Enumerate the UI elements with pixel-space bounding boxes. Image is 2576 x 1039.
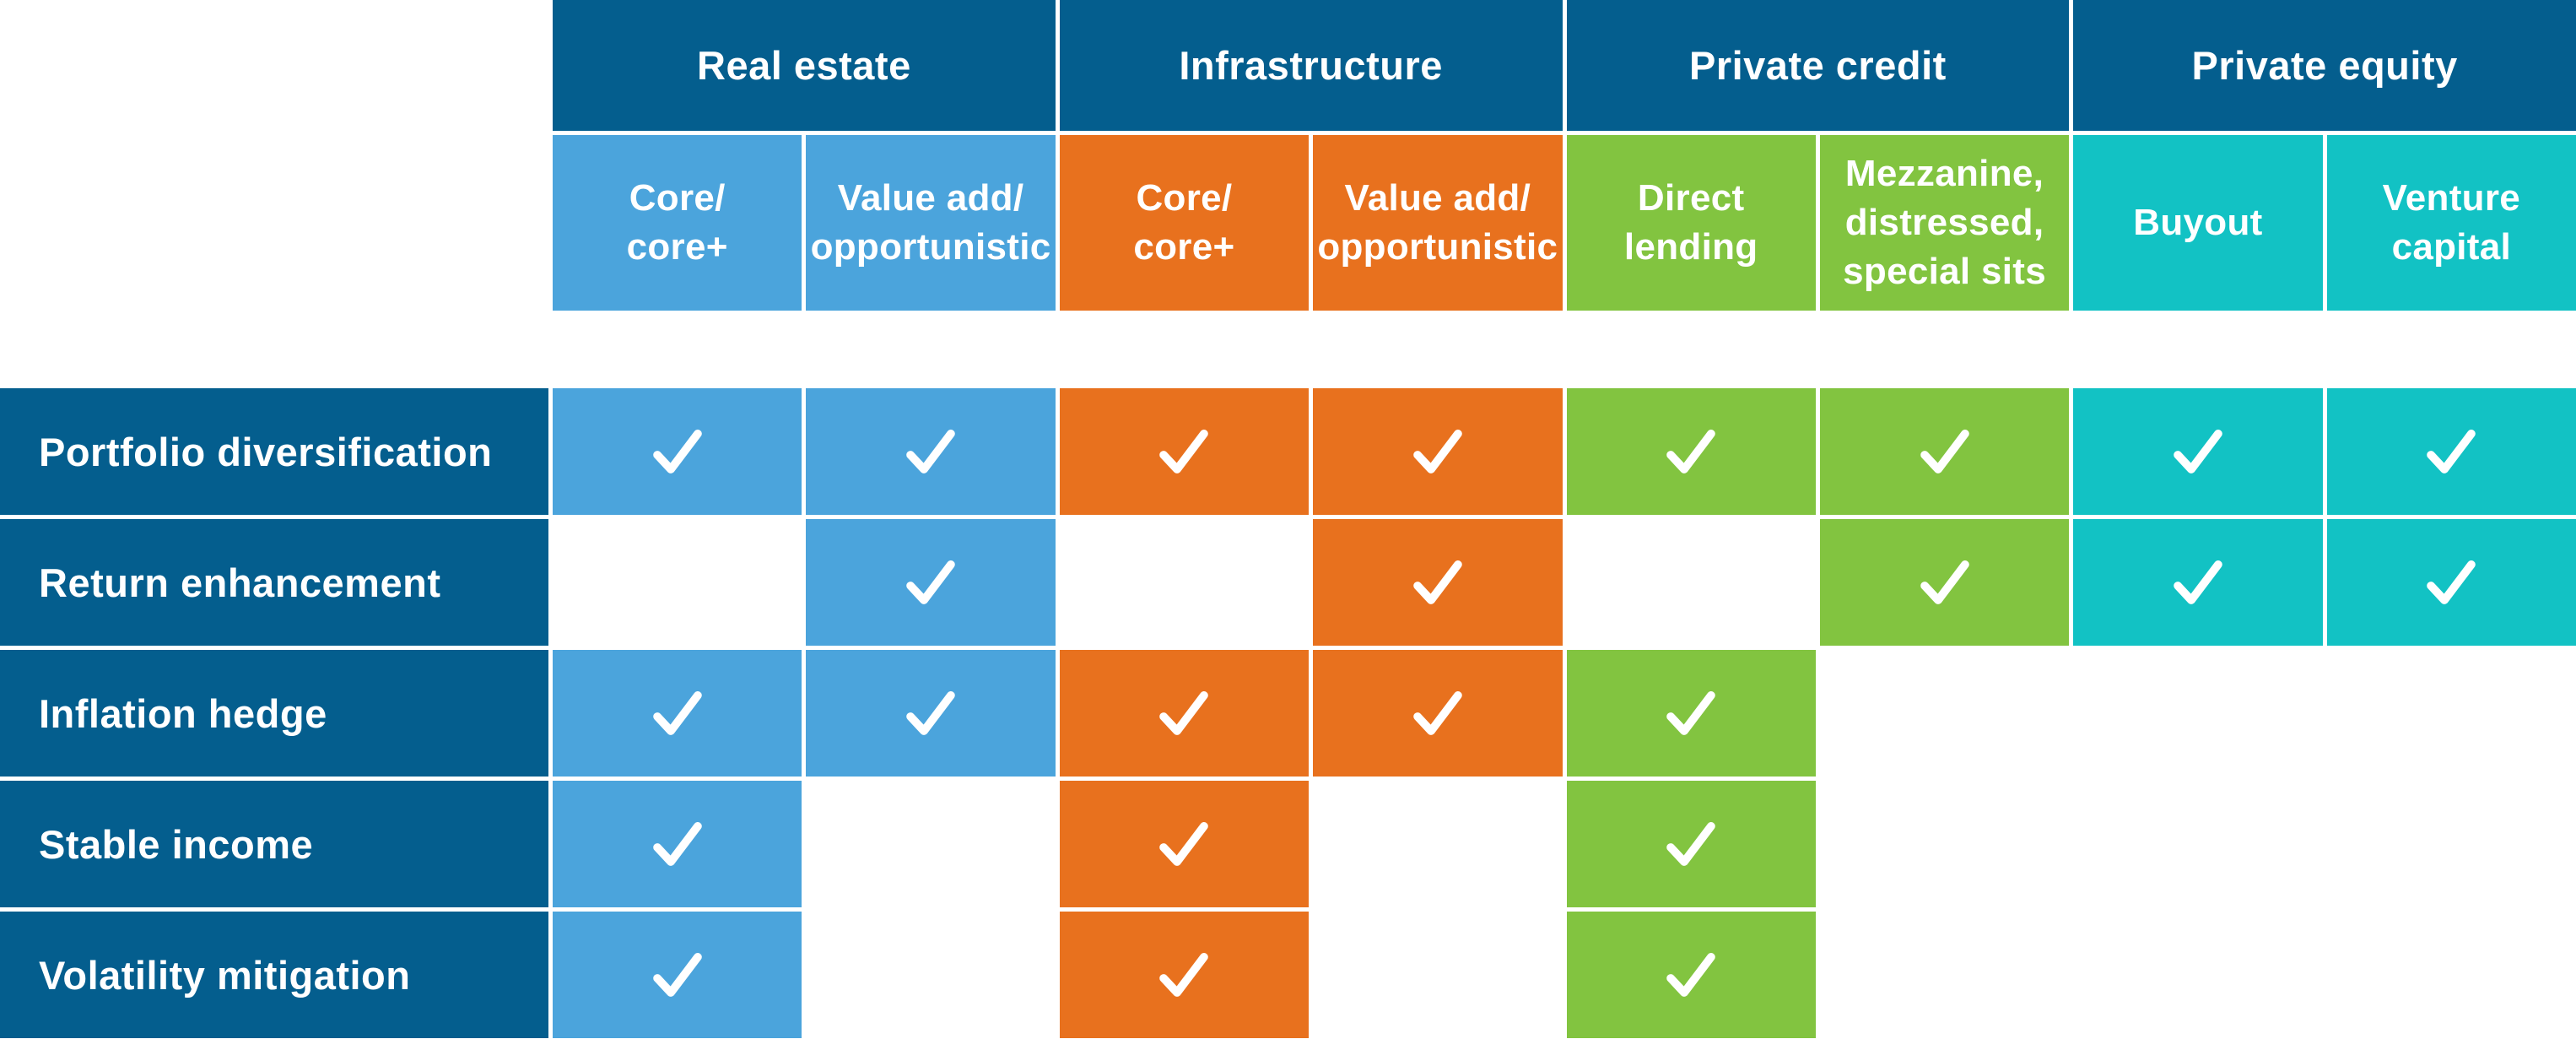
matrix-cell-empty-return-enhancement-direct-lending [1567,519,1816,646]
row-label-stable-income: Stable income [0,781,548,907]
matrix-cell-checked-stable-income-real-estate-core-core-plus [553,781,802,907]
sub-header-buyout: Buyout [2073,135,2323,311]
check-icon [652,690,702,735]
check-icon [652,429,702,474]
group-header-private-credit: Private credit [1566,0,2070,131]
row-label-volatility-mitigation: Volatility mitigation [0,912,548,1038]
matrix-cell-empty-stable-income-buyout [2073,781,2322,907]
check-icon [1920,429,1969,474]
matrix-cell-checked-portfolio-diversification-mezzanine-distressed-special-sits [1819,388,2070,515]
matrix-cell-empty-return-enhancement-real-estate-core-core-plus [553,519,802,646]
check-icon [1666,952,1715,997]
matrix-cell-empty-stable-income-infrastructure-value-add-opportunistic [1313,781,1562,907]
sub-header-real-estate-core-core-plus: Core/ core+ [553,135,802,311]
matrix-cell-checked-portfolio-diversification-real-estate-core-core-plus [553,388,802,515]
check-icon [1159,690,1209,735]
check-icon [906,560,955,604]
matrix-cell-checked-return-enhancement-mezzanine-distressed-special-sits [1819,519,2070,646]
matrix-cell-checked-portfolio-diversification-infrastructure-value-add-opportunistic [1313,388,1563,515]
corner-spacer [0,135,548,311]
group-header-real-estate: Real estate [553,0,1056,131]
check-icon [1666,821,1715,866]
matrix-cell-checked-inflation-hedge-direct-lending [1566,650,1816,777]
matrix-cell-checked-stable-income-infrastructure-core-core-plus [1059,781,1310,907]
matrix-cell-checked-volatility-mitigation-direct-lending [1566,912,1816,1038]
matrix-cell-checked-inflation-hedge-infrastructure-core-core-plus [1059,650,1310,777]
check-icon [1413,429,1462,474]
check-icon [906,429,955,474]
check-icon [1413,690,1462,735]
sub-header-infrastructure-core-core-plus: Core/ core+ [1059,135,1310,311]
matrix-cell-checked-portfolio-diversification-real-estate-value-add-opportunistic [806,388,1056,515]
check-icon [1666,429,1715,474]
matrix-cell-checked-portfolio-diversification-buyout [2073,388,2323,515]
sub-header-venture-capital: Venture capital [2326,135,2576,311]
matrix-cell-empty-volatility-mitigation-buyout [2073,912,2322,1038]
matrix-cell-checked-volatility-mitigation-real-estate-core-core-plus [553,912,802,1038]
check-icon [1159,821,1209,866]
sub-header-direct-lending: Direct lending [1566,135,1816,311]
check-icon [1159,429,1209,474]
matrix-cell-checked-return-enhancement-infrastructure-value-add-opportunistic [1313,519,1563,646]
row-label-inflation-hedge: Inflation hedge [0,650,548,777]
matrix-cell-checked-portfolio-diversification-venture-capital [2326,388,2576,515]
check-icon [906,690,955,735]
matrix-cell-checked-inflation-hedge-infrastructure-value-add-opportunistic [1313,650,1563,777]
matrix-cell-empty-inflation-hedge-mezzanine-distressed-special-sits [1820,650,2069,777]
matrix-cell-empty-stable-income-venture-capital [2327,781,2576,907]
matrix-cell-empty-return-enhancement-infrastructure-core-core-plus [1060,519,1309,646]
sub-header-mezzanine-distressed-special-sits: Mezzanine, distressed, special sits [1819,135,2070,311]
check-icon [1666,690,1715,735]
matrix-cell-checked-return-enhancement-venture-capital [2326,519,2576,646]
matrix-cell-empty-volatility-mitigation-infrastructure-value-add-opportunistic [1313,912,1562,1038]
check-icon [2174,429,2222,474]
matrix-cell-checked-volatility-mitigation-infrastructure-core-core-plus [1059,912,1310,1038]
matrix-cell-empty-inflation-hedge-buyout [2073,650,2322,777]
check-icon [2427,560,2476,604]
matrix-cell-empty-stable-income-mezzanine-distressed-special-sits [1820,781,2069,907]
check-icon [2427,429,2476,474]
matrix-cell-empty-inflation-hedge-venture-capital [2327,650,2576,777]
matrix-cell-checked-inflation-hedge-real-estate-core-core-plus [553,650,802,777]
header-body-spacer [0,315,2576,384]
matrix-cell-checked-return-enhancement-real-estate-value-add-opportunistic [806,519,1056,646]
check-icon [1159,952,1209,997]
matrix-cell-empty-volatility-mitigation-real-estate-value-add-opportunistic [806,912,1055,1038]
check-icon [1413,560,1462,604]
group-header-private-equity: Private equity [2073,0,2576,131]
sub-header-real-estate-value-add-opportunistic: Value add/ opportunistic [806,135,1056,311]
check-icon [652,952,702,997]
matrix-cell-checked-stable-income-direct-lending [1566,781,1816,907]
group-header-infrastructure: Infrastructure [1059,0,1563,131]
check-icon [1920,560,1969,604]
matrix-cell-empty-stable-income-real-estate-value-add-opportunistic [806,781,1055,907]
matrix-cell-empty-volatility-mitigation-mezzanine-distressed-special-sits [1820,912,2069,1038]
matrix-cell-empty-volatility-mitigation-venture-capital [2327,912,2576,1038]
row-label-return-enhancement: Return enhancement [0,519,548,646]
sub-header-infrastructure-value-add-opportunistic: Value add/ opportunistic [1313,135,1563,311]
corner-spacer [0,0,548,131]
matrix-cell-checked-portfolio-diversification-direct-lending [1566,388,1816,515]
matrix-cell-checked-return-enhancement-buyout [2073,519,2323,646]
matrix-cell-checked-portfolio-diversification-infrastructure-core-core-plus [1059,388,1310,515]
matrix-cell-checked-inflation-hedge-real-estate-value-add-opportunistic [806,650,1056,777]
row-label-portfolio-diversification: Portfolio diversification [0,388,548,515]
check-icon [2174,560,2222,604]
check-icon [652,821,702,866]
